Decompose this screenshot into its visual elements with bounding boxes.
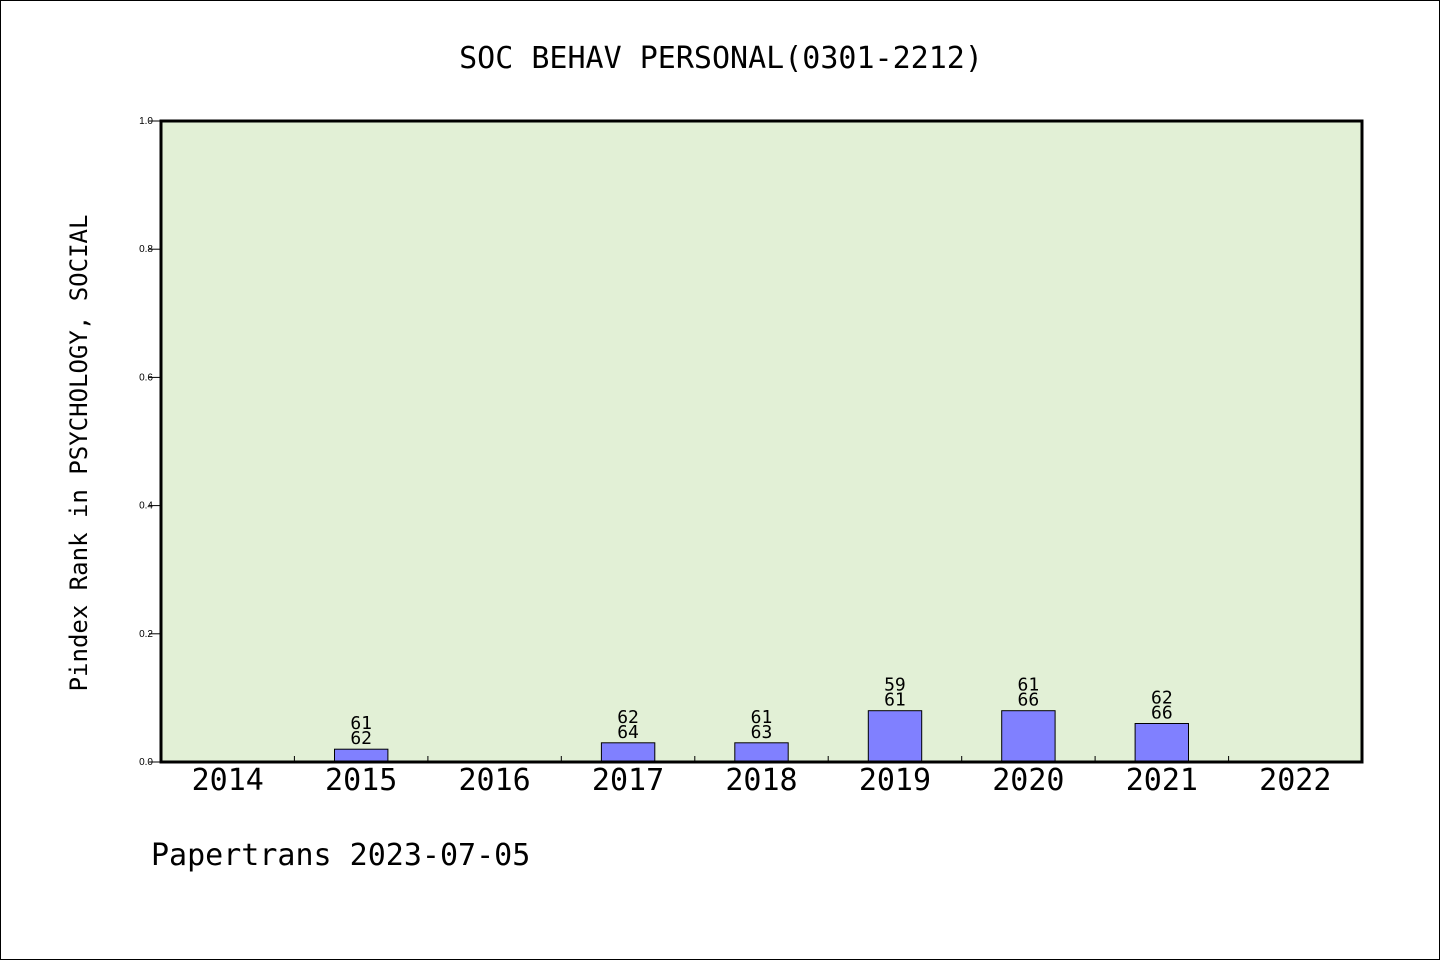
x-tick-label-2017: 2017 [592, 763, 664, 798]
data-label-bottom-2018: 63 [751, 722, 773, 743]
data-label-top-2015: 61 [350, 713, 372, 734]
footer-credit: Papertrans 2023-07-05 [151, 838, 530, 873]
bars-layer [334, 710, 1189, 763]
x-tick-label-2018: 2018 [725, 763, 797, 798]
data-label-top-2017: 62 [617, 707, 639, 728]
x-tick-label-2022: 2022 [1259, 763, 1331, 798]
data-label-bottom-2017: 64 [617, 722, 639, 743]
y-tick-label-1.0: 1.0 [139, 116, 153, 127]
bar-2015 [334, 748, 389, 763]
data-label-bottom-2021: 66 [1151, 703, 1173, 724]
x-tick-label-2019: 2019 [859, 763, 931, 798]
data-label-bottom-2020: 66 [1018, 690, 1040, 711]
y-axis: 0.0 0.2 0.4 0.6 0.8 1.0 [139, 116, 161, 768]
bar-2019 [867, 710, 923, 763]
bar-2020 [1001, 710, 1056, 763]
plot-border [159, 119, 1364, 764]
x-tick-label-2016: 2016 [458, 763, 530, 798]
bar-2018 [734, 742, 789, 763]
x-tick-label-2014: 2014 [192, 763, 264, 798]
x-tick-label-2021: 2021 [1126, 763, 1198, 798]
data-label-top-2019: 59 [884, 675, 906, 696]
x-tick-label-2015: 2015 [325, 763, 397, 798]
chart-title: SOC BEHAV PERSONAL(0301-2212) [459, 41, 983, 76]
data-label-bottom-2019: 61 [884, 690, 906, 711]
x-axis: 2014 2015 2016 2017 2018 2019 2020 2021 2022 [192, 756, 1331, 798]
y-tick-label-0.4: 0.4 [139, 501, 153, 512]
y-tick-label-0.6: 0.6 [139, 372, 153, 383]
x-tick-label-2020: 2020 [992, 763, 1064, 798]
data-label-top-2018: 61 [751, 707, 773, 728]
data-label-top-2021: 62 [1151, 688, 1173, 709]
y-tick-label-0.8: 0.8 [139, 244, 153, 255]
bar-2021 [1134, 723, 1189, 763]
data-label-bottom-2015: 62 [350, 728, 372, 749]
data-label-top-2020: 61 [1018, 675, 1040, 696]
y-axis-label: Pindex Rank in PSYCHOLOGY, SOCIAL [65, 215, 93, 692]
bar-2017 [600, 742, 656, 763]
y-tick-label-0.0: 0.0 [139, 757, 153, 768]
y-tick-label-0.2: 0.2 [139, 629, 153, 640]
plot-area [161, 121, 1362, 762]
